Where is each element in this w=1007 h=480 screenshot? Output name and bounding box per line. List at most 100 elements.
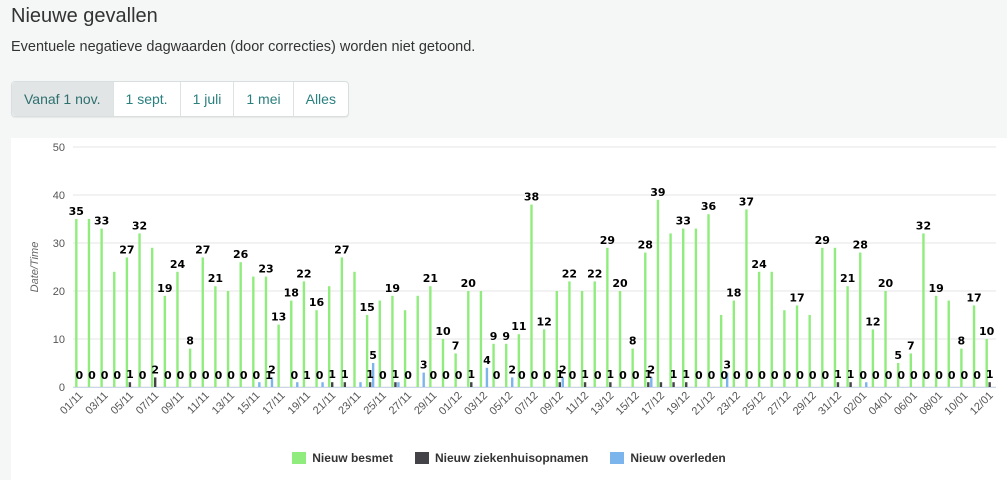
legend-item-ziekenhuis[interactable]: Nieuw ziekenhuisopnamen <box>414 451 588 465</box>
bar-0-22/12[interactable] <box>719 315 723 387</box>
bar-2-24/11[interactable] <box>371 363 375 387</box>
bar-0-10/11[interactable] <box>188 348 192 387</box>
bar-0-23/12[interactable] <box>732 300 736 387</box>
bar-0-02/01[interactable] <box>859 252 862 387</box>
bar-0-06/01[interactable] <box>909 353 913 387</box>
bar-0-12/11[interactable] <box>214 286 217 387</box>
range-tab-sept[interactable]: 1 sept. <box>112 82 180 116</box>
bar-0-15/11[interactable] <box>252 276 255 387</box>
bar-1-24/11[interactable] <box>368 382 372 387</box>
bar-0-23/11[interactable] <box>353 271 356 387</box>
bar-0-06/12[interactable] <box>517 334 521 387</box>
bar-0-29/11[interactable] <box>429 286 432 387</box>
bar-0-06/11[interactable] <box>138 233 141 387</box>
bar-2-16/12[interactable] <box>650 377 653 387</box>
bar-0-09/11[interactable] <box>176 271 179 387</box>
bar-1-05/11[interactable] <box>128 382 132 387</box>
bar-1-13/12[interactable] <box>609 382 612 387</box>
bar-0-11/11[interactable] <box>201 257 204 387</box>
bar-0-04/11[interactable] <box>113 271 116 387</box>
bar-1-21/11[interactable] <box>330 382 334 387</box>
bar-0-17/11[interactable] <box>277 324 280 387</box>
bar-1-19/12[interactable] <box>685 382 688 387</box>
bar-1-16/12[interactable] <box>647 382 650 387</box>
bar-0-03/12[interactable] <box>479 291 483 387</box>
bar-0-03/01[interactable] <box>871 329 875 387</box>
bar-0-11/01[interactable] <box>972 305 976 387</box>
bar-0-02/11[interactable] <box>87 219 91 387</box>
bar-1-26/11[interactable] <box>394 382 397 387</box>
bar-2-03/12[interactable] <box>485 367 489 387</box>
bar-2-09/12[interactable] <box>561 377 564 387</box>
bar-0-25/12[interactable] <box>757 271 761 387</box>
bar-0-07/11[interactable] <box>150 247 154 387</box>
bar-2-20/11[interactable] <box>321 382 324 387</box>
bar-0-27/11[interactable] <box>403 310 407 387</box>
bar-0-14/12[interactable] <box>618 291 622 387</box>
bar-0-17/12[interactable] <box>656 199 660 387</box>
bar-0-30/12[interactable] <box>821 247 824 387</box>
bar-0-01/01[interactable] <box>846 286 849 387</box>
bar-0-18/12[interactable] <box>669 233 672 387</box>
bar-0-05/12[interactable] <box>505 343 508 387</box>
bar-1-11/12[interactable] <box>583 382 587 387</box>
bar-0-19/12[interactable] <box>682 228 685 387</box>
bar-2-02/01[interactable] <box>865 382 868 387</box>
legend-item-besmet[interactable]: Nieuw besmet <box>292 451 393 465</box>
bar-0-08/11[interactable] <box>163 295 167 387</box>
bar-0-30/11[interactable] <box>441 339 445 387</box>
bar-1-18/12[interactable] <box>672 382 675 387</box>
bar-2-23/11[interactable] <box>359 382 362 387</box>
range-tab-nov[interactable]: Vanaf 1 nov. <box>12 82 113 116</box>
bar-0-26/12[interactable] <box>770 271 773 387</box>
bar-0-20/11[interactable] <box>315 310 318 387</box>
bar-2-26/11[interactable] <box>397 382 400 387</box>
bar-1-09/12[interactable] <box>558 382 561 387</box>
bar-0-05/01[interactable] <box>896 363 900 387</box>
bar-0-11/12[interactable] <box>580 291 584 387</box>
legend-item-overleden[interactable]: Nieuw overleden <box>610 451 726 465</box>
bar-0-16/12[interactable] <box>644 252 647 387</box>
bar-2-16/11[interactable] <box>270 377 274 387</box>
bar-2-05/12[interactable] <box>511 377 514 387</box>
bar-1-22/11[interactable] <box>343 382 347 387</box>
bar-0-24/12[interactable] <box>745 209 748 387</box>
range-tab-july[interactable]: 1 juli <box>179 82 234 116</box>
bar-1-31/12[interactable] <box>836 382 840 387</box>
bar-1-17/12[interactable] <box>659 382 663 387</box>
bar-0-07/01[interactable] <box>922 233 925 387</box>
bar-0-16/11[interactable] <box>264 276 268 387</box>
bar-0-12/12[interactable] <box>593 281 596 387</box>
bar-0-01/12[interactable] <box>454 353 457 387</box>
bar-1-07/11[interactable] <box>153 377 157 387</box>
bar-0-15/12[interactable] <box>631 348 634 387</box>
bar-1-02/12[interactable] <box>470 382 473 387</box>
bar-1-12/01[interactable] <box>988 382 991 387</box>
range-tab-all[interactable]: Alles <box>292 82 348 116</box>
bar-0-27/12[interactable] <box>783 310 786 387</box>
bar-0-25/11[interactable] <box>378 300 381 387</box>
bar-0-28/12[interactable] <box>795 305 799 387</box>
bar-0-08/01[interactable] <box>934 295 938 387</box>
bar-0-24/11[interactable] <box>365 315 369 387</box>
bar-0-18/11[interactable] <box>290 300 293 387</box>
bar-0-13/11[interactable] <box>226 291 230 387</box>
bar-0-12/01[interactable] <box>985 339 988 387</box>
bar-0-08/12[interactable] <box>542 329 546 387</box>
bar-0-04/01[interactable] <box>884 291 887 387</box>
bar-2-18/11[interactable] <box>296 382 299 387</box>
bar-0-14/11[interactable] <box>239 262 242 387</box>
bar-0-10/01[interactable] <box>960 348 963 387</box>
bar-0-03/11[interactable] <box>100 228 103 387</box>
bar-0-02/12[interactable] <box>467 291 470 387</box>
bar-0-31/12[interactable] <box>833 247 837 387</box>
bar-0-22/11[interactable] <box>340 257 344 387</box>
bar-0-10/12[interactable] <box>568 281 571 387</box>
bar-2-15/11[interactable] <box>258 382 261 387</box>
bar-0-26/11[interactable] <box>391 295 394 387</box>
bar-0-13/12[interactable] <box>606 247 609 387</box>
range-tab-may[interactable]: 1 mei <box>233 82 292 116</box>
bar-0-28/11[interactable] <box>416 295 419 387</box>
bar-0-05/11[interactable] <box>125 257 129 387</box>
bar-2-28/11[interactable] <box>422 372 425 387</box>
